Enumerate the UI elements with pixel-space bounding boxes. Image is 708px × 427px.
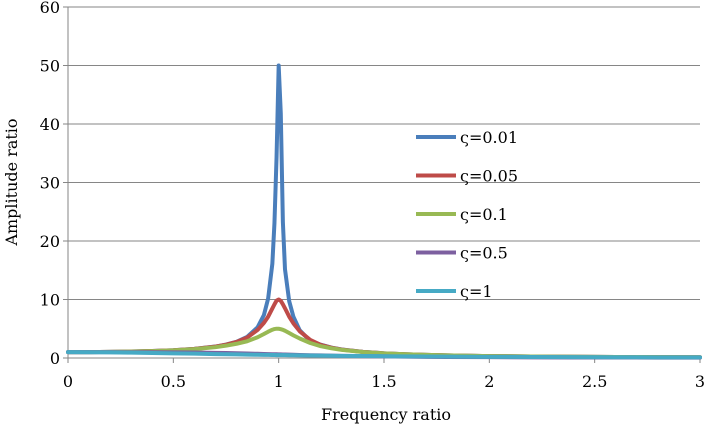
y-tick-label: 50 bbox=[40, 57, 60, 76]
legend: ς=0.01 ς=0.05 ς=0.1 ς=0.5 ς=1 bbox=[416, 128, 518, 301]
y-tick-label: 10 bbox=[40, 291, 60, 310]
series-line-5 bbox=[66, 350, 702, 360]
x-tick-label: 2.5 bbox=[582, 372, 607, 391]
y-tick-label: 20 bbox=[40, 232, 60, 251]
y-tick-label: 40 bbox=[40, 115, 60, 134]
y-tick-label: 60 bbox=[40, 0, 60, 17]
x-tick-label: 0.5 bbox=[161, 372, 186, 391]
y-tick-label: 30 bbox=[40, 174, 60, 193]
legend-label: ς=0.01 bbox=[460, 128, 518, 147]
legend-label: ς=0.05 bbox=[460, 167, 518, 186]
x-tick-label: 3 bbox=[695, 372, 705, 391]
series-layer bbox=[66, 63, 702, 360]
x-tick-label: 1 bbox=[274, 372, 284, 391]
x-tick-label: 0 bbox=[63, 372, 73, 391]
tick-labels: 0 10 20 30 40 50 60 0 0.5 1 1.5 2 2.5 3 bbox=[40, 0, 705, 391]
x-axis-label: Frequency ratio bbox=[321, 405, 451, 424]
legend-label: ς=1 bbox=[460, 282, 493, 301]
legend-label: ς=0.1 bbox=[460, 205, 508, 224]
y-tick-label: 0 bbox=[50, 349, 60, 368]
x-tick-label: 2 bbox=[484, 372, 494, 391]
y-axis-label: Amplitude ratio bbox=[2, 118, 21, 246]
legend-label: ς=0.5 bbox=[460, 244, 508, 263]
gridlines bbox=[68, 6, 700, 300]
x-tick-label: 1.5 bbox=[371, 372, 396, 391]
